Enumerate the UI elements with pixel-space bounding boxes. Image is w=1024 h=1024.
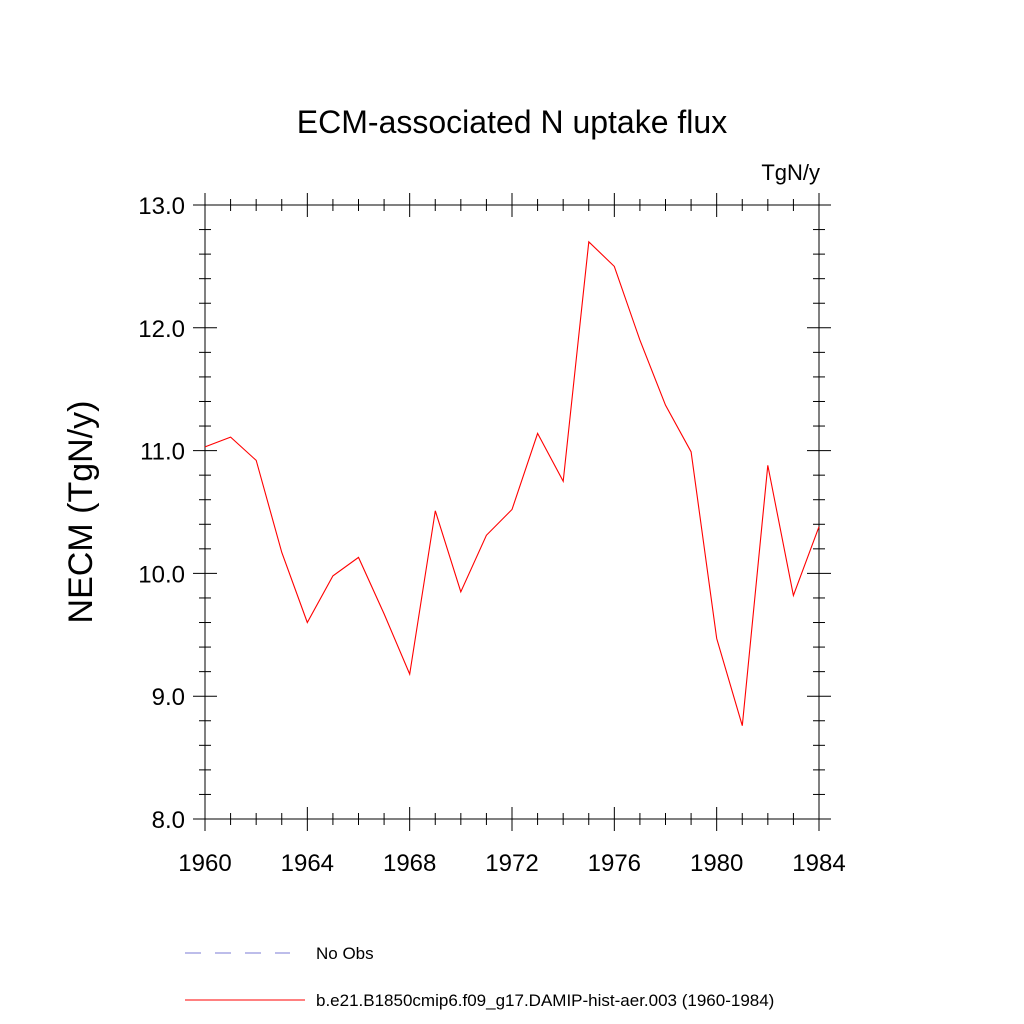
x-tick-label: 1972 — [485, 850, 538, 877]
y-tick-label: 9.0 — [152, 684, 185, 711]
x-tick-label: 1984 — [792, 850, 845, 877]
y-tick-label: 12.0 — [138, 316, 185, 343]
x-tick-label: 1980 — [690, 850, 743, 877]
x-tick-label: 1976 — [588, 850, 641, 877]
legend-label-no-obs: No Obs — [316, 944, 374, 963]
x-tick-label: 1960 — [178, 850, 231, 877]
x-tick-label: 1964 — [281, 850, 334, 877]
units-label: TgN/y — [761, 160, 820, 185]
x-tick-label: 1968 — [383, 850, 436, 877]
series-line — [204, 240, 820, 726]
series-group — [204, 240, 820, 726]
legend: No Obs b.e21.B1850cmip6.f09_g17.DAMIP-hi… — [185, 944, 774, 1010]
y-tick-label: 10.0 — [138, 561, 185, 588]
axis-tick-labels: 1960 1964 1968 1972 1976 1980 1984 8.0 9.0 10.0 11… — [138, 193, 845, 877]
legend-label-model: b.e21.B1850cmip6.f09_g17.DAMIP-hist-aer.… — [316, 991, 774, 1010]
y-tick-label: 8.0 — [152, 807, 185, 834]
chart-title: ECM-associated N uptake flux — [297, 104, 727, 140]
y-tick-label: 11.0 — [140, 439, 185, 466]
y-tick-label: 13.0 — [138, 193, 185, 220]
y-axis-label: NECM (TgN/y) — [62, 401, 100, 624]
axis-ticks — [193, 193, 831, 831]
plot-frame — [204, 204, 820, 820]
